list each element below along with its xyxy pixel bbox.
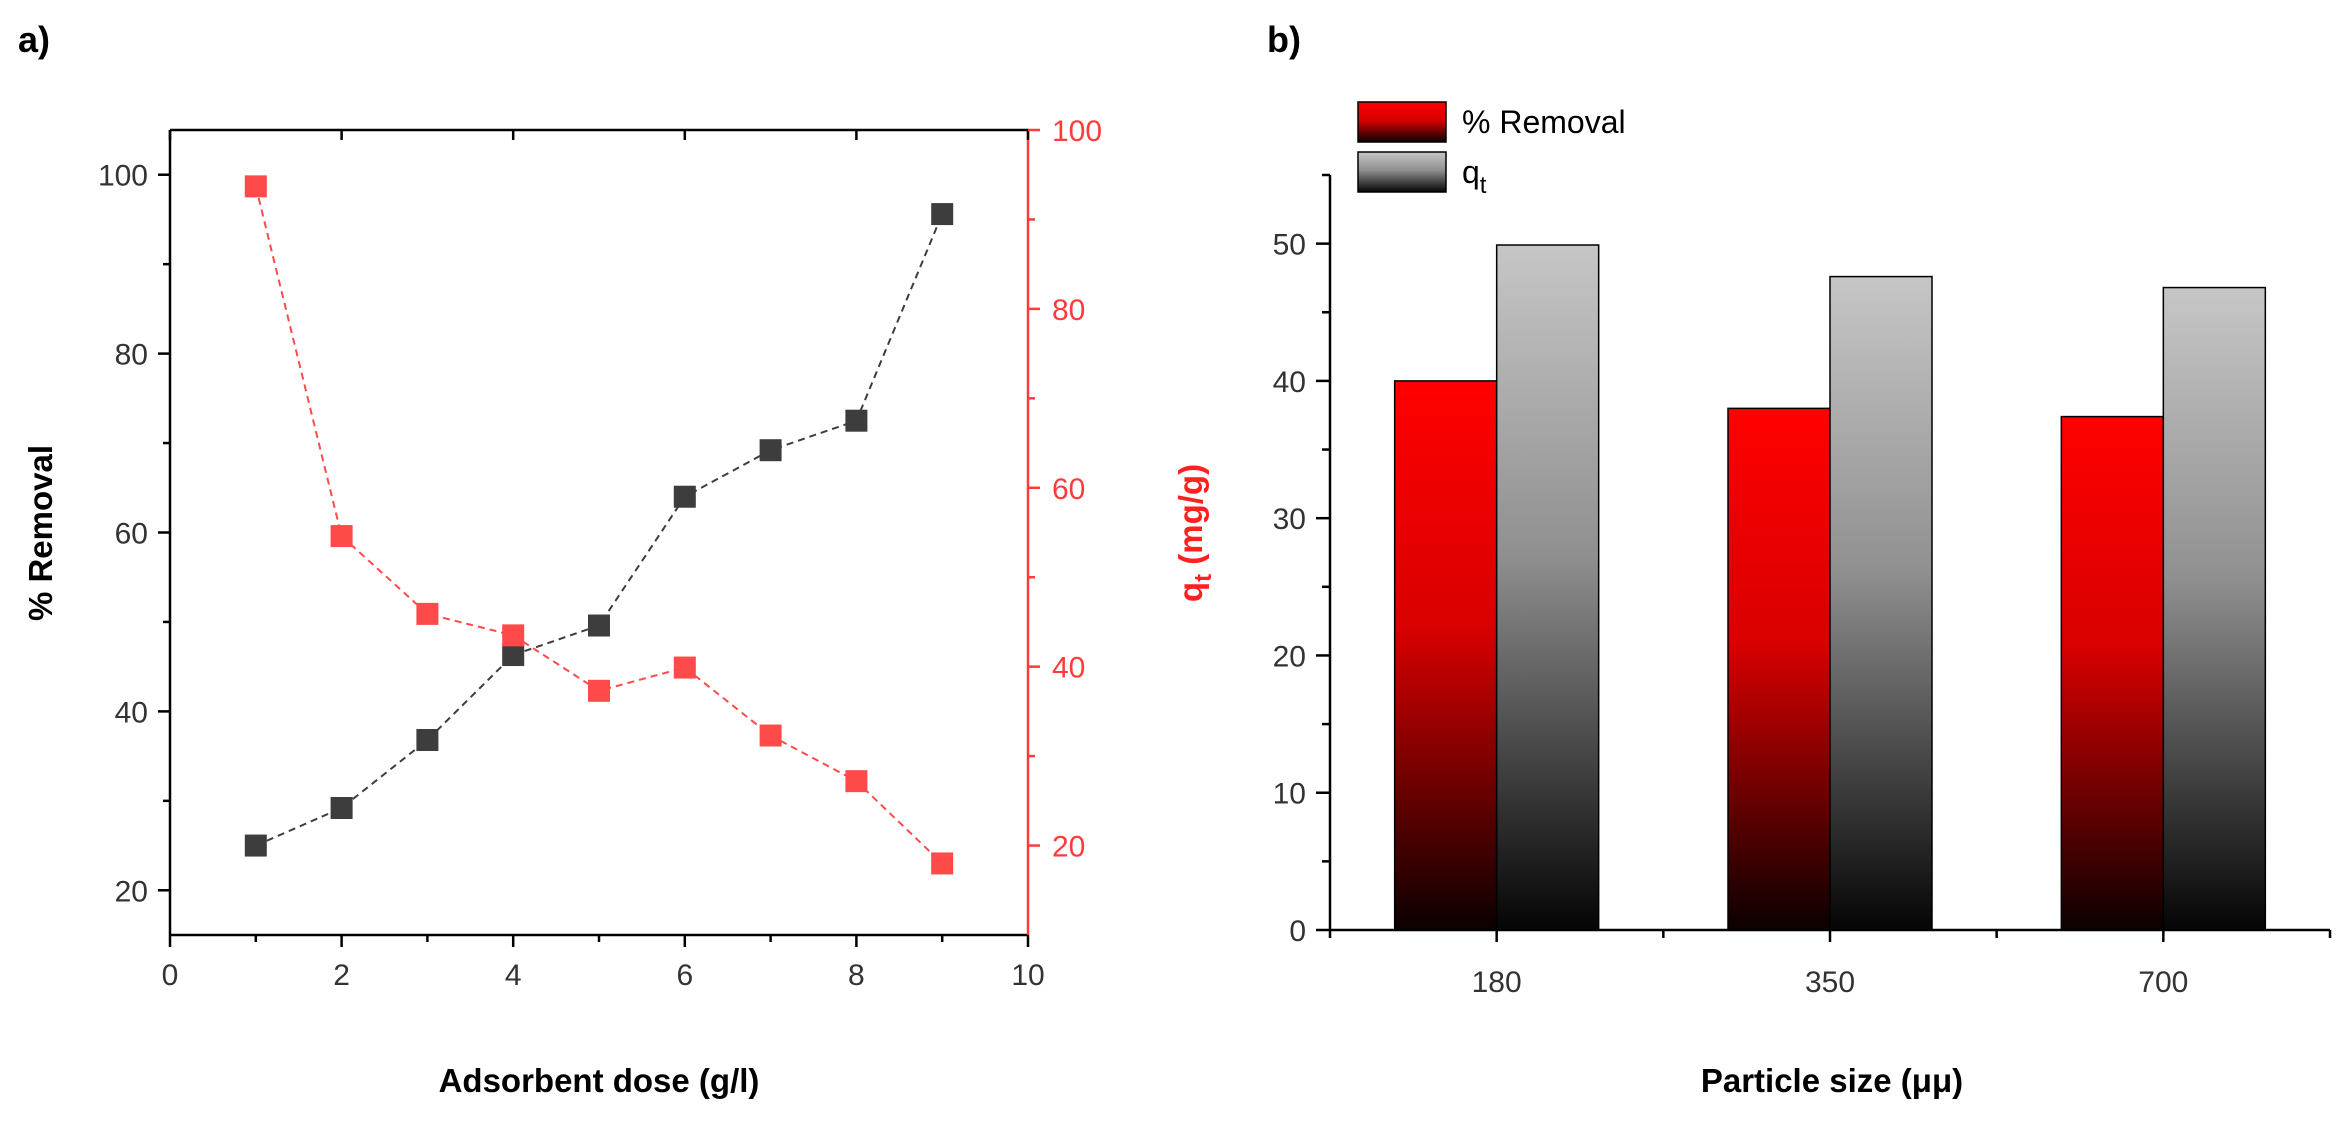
panel-b-x-axis-title: Particle size (μμ) bbox=[1701, 1062, 1963, 1099]
panel-b-legend: % Removal qt bbox=[1357, 101, 1626, 199]
panel-a-left-tick-label: 100 bbox=[98, 160, 148, 193]
panel-b-y-tick-label: 0 bbox=[1289, 915, 1306, 948]
qt-data-point bbox=[759, 724, 782, 747]
legend-qt-main: q bbox=[1462, 154, 1480, 190]
qt-label-main: q bbox=[1172, 582, 1209, 602]
panel-a-x-ticks: 0 2 4 6 8 10 bbox=[162, 130, 1045, 992]
panel-a-scatter-chart: a) 0 2 4 6 8 10 20 40 60 80 100 20 40 60 80 100 Adsor… bbox=[18, 19, 1217, 1099]
legend-removal-swatch bbox=[1357, 101, 1447, 143]
qt-series-points bbox=[244, 175, 954, 875]
panel-a-right-axis-title: qt (mg/g) bbox=[1172, 464, 1217, 602]
panel-b-y-tick-label: 10 bbox=[1273, 778, 1306, 811]
panel-a-left-tick-label: 20 bbox=[115, 875, 148, 908]
panel-b-x-tick-label: 700 bbox=[2138, 966, 2188, 999]
removal-data-point bbox=[416, 729, 439, 752]
panel-b-bar-chart: b) 0 10 20 30 40 50 180 350 700 % Removal qt Pa… bbox=[1267, 19, 2332, 1099]
panel-a-left-axis-title: % Removal bbox=[22, 445, 59, 621]
panel-a-right-tick-label: 40 bbox=[1052, 652, 1085, 685]
qt-label-units: (mg/g) bbox=[1172, 464, 1209, 574]
removal-data-point bbox=[244, 834, 267, 857]
removal-series-points bbox=[244, 203, 954, 857]
panel-a-left-tick-label: 40 bbox=[115, 696, 148, 729]
removal-data-point bbox=[502, 644, 525, 667]
panel-b-y-tick-label: 40 bbox=[1273, 366, 1306, 399]
removal-series-line bbox=[255, 213, 944, 847]
panel-a-right-tick-label: 60 bbox=[1052, 473, 1085, 506]
panel-a-x-tick-label: 2 bbox=[333, 959, 350, 992]
panel-b-y-tick-label: 30 bbox=[1273, 503, 1306, 536]
panel-a-x-tick-label: 6 bbox=[676, 959, 693, 992]
qt-data-point bbox=[673, 656, 696, 679]
panel-a-right-tick-label: 20 bbox=[1052, 831, 1085, 864]
removal-data-point bbox=[759, 439, 782, 462]
panel-b-y-tick-label: 20 bbox=[1273, 640, 1306, 673]
legend-qt-sub: t bbox=[1480, 172, 1487, 199]
qt-data-point bbox=[845, 770, 868, 793]
removal-data-point bbox=[845, 409, 868, 432]
panel-b-x-ticks: 180 350 700 bbox=[1328, 930, 2332, 999]
removal-bar bbox=[1393, 380, 1498, 931]
qt-bar bbox=[1829, 275, 1933, 931]
qt-bar bbox=[1495, 244, 1600, 931]
legend-removal-label: % Removal bbox=[1462, 104, 1626, 140]
panel-a-left-ticks: 20 40 60 80 100 bbox=[98, 160, 170, 908]
panel-a-right-tick-label: 80 bbox=[1052, 294, 1085, 327]
qt-series-line bbox=[254, 186, 943, 865]
legend-qt-label: qt bbox=[1462, 154, 1487, 199]
panel-b-x-tick-label: 350 bbox=[1805, 966, 1855, 999]
panel-a-right-tick-label: 100 bbox=[1052, 115, 1102, 148]
removal-data-point bbox=[673, 485, 696, 508]
removal-data-point bbox=[931, 203, 954, 226]
removal-data-point bbox=[588, 614, 610, 637]
panel-a-left-tick-label: 80 bbox=[115, 339, 148, 372]
panel-a-left-tick-label: 60 bbox=[115, 518, 148, 551]
panel-a-x-axis-title: Adsorbent dose (g/l) bbox=[439, 1062, 760, 1099]
panel-a-x-tick-label: 0 bbox=[162, 959, 179, 992]
qt-label-sub: t bbox=[1190, 574, 1217, 582]
legend-qt-swatch bbox=[1357, 151, 1447, 193]
panel-a-x-tick-label: 4 bbox=[505, 959, 522, 992]
panel-a-label: a) bbox=[18, 19, 50, 60]
panel-b-x-tick-label: 180 bbox=[1472, 966, 1522, 999]
panel-b-y-tick-label: 50 bbox=[1273, 229, 1306, 262]
panel-b-label: b) bbox=[1267, 19, 1301, 60]
panel-a-x-tick-label: 8 bbox=[848, 959, 865, 992]
qt-bar bbox=[2162, 286, 2267, 931]
panel-a-right-ticks: 20 40 60 80 100 bbox=[1028, 115, 1102, 864]
removal-bar bbox=[1727, 407, 1831, 931]
qt-data-point bbox=[416, 602, 439, 625]
qt-data-point bbox=[502, 624, 525, 647]
qt-data-point bbox=[330, 525, 353, 548]
panel-a-x-tick-label: 10 bbox=[1011, 959, 1044, 992]
qt-data-point bbox=[931, 852, 954, 875]
qt-data-point bbox=[244, 175, 267, 198]
panel-b-bars bbox=[1393, 244, 2267, 931]
removal-data-point bbox=[330, 796, 353, 819]
panel-b-y-ticks: 0 10 20 30 40 50 bbox=[1273, 173, 1330, 948]
removal-bar bbox=[2060, 415, 2165, 931]
qt-data-point bbox=[588, 679, 610, 702]
